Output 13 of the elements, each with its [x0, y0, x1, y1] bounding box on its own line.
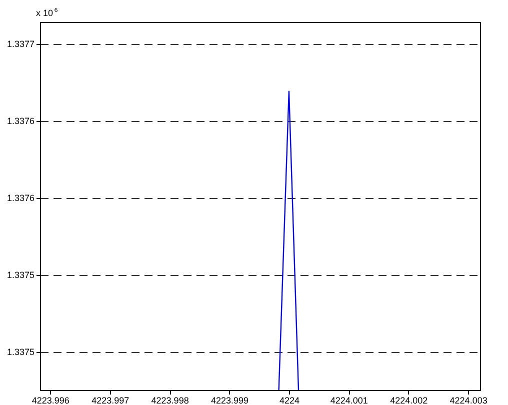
x-tick-label: 4223.999 — [210, 396, 249, 405]
y-tick-label: 1.3376 — [6, 116, 34, 126]
x-tick-label: 4224.003 — [450, 396, 488, 405]
x-tick-label: 4223.998 — [151, 396, 189, 405]
y-tick-label: 1.3375 — [6, 270, 34, 280]
y-tick-label: 1.3375 — [6, 347, 34, 358]
x-tick-label: 4224 — [279, 396, 300, 405]
x-tick-label: 4224.002 — [390, 396, 428, 405]
x-tick-label: 4223.997 — [92, 396, 130, 405]
y-tick-label: 1.3377 — [6, 39, 34, 50]
x-tick-label: 4223.996 — [32, 396, 70, 405]
x-tick-label: 4224.001 — [330, 396, 368, 405]
y-tick-label: 1.3376 — [6, 193, 34, 204]
